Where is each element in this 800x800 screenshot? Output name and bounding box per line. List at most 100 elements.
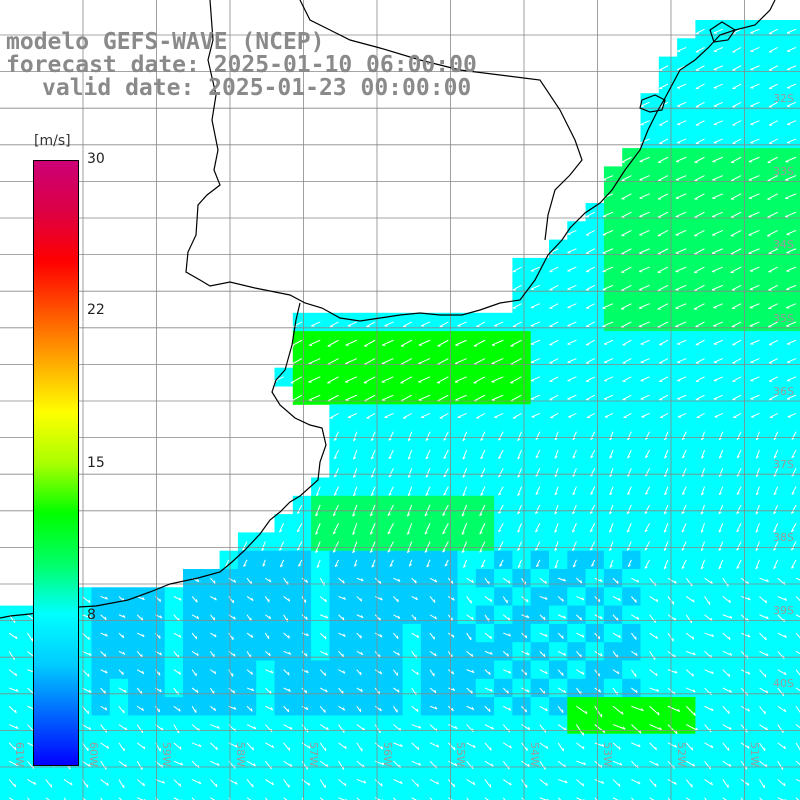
wind-arrow <box>612 797 621 800</box>
wind-arrow <box>736 431 742 441</box>
wind-cell <box>603 166 623 186</box>
wind-arrow <box>82 650 92 656</box>
wind-arrow <box>667 632 674 642</box>
wind-cell <box>292 349 312 369</box>
wind-cell <box>457 331 477 350</box>
wind-cell <box>786 129 800 149</box>
wind-arrow <box>420 412 431 419</box>
wind-arrow <box>246 669 253 675</box>
wind-cell <box>677 312 696 332</box>
wind-arrow <box>246 797 252 800</box>
wind-cell <box>420 312 440 332</box>
wind-cell <box>786 715 800 735</box>
wind-arrow <box>315 486 321 497</box>
wind-arrow <box>535 431 541 441</box>
wind-cell <box>585 331 605 350</box>
wind-arrow <box>585 358 595 364</box>
wind-arrow <box>704 742 714 749</box>
wind-arrow <box>374 705 382 712</box>
wind-arrow <box>786 65 797 71</box>
wind-arrow <box>443 486 449 496</box>
wind-arrow <box>457 321 467 327</box>
wind-arrow <box>228 596 235 604</box>
wind-arrow <box>338 651 344 658</box>
wind-arrow <box>381 358 394 365</box>
wind-arrow <box>576 669 585 675</box>
wind-arrow <box>602 175 614 181</box>
wind-arrow <box>100 724 107 733</box>
wind-arrow <box>621 156 632 163</box>
wind-arrow <box>466 779 476 786</box>
wind-arrow <box>535 486 541 495</box>
wind-arrow <box>768 83 778 90</box>
wind-arrow <box>644 541 651 551</box>
wind-cell <box>530 276 550 295</box>
wind-cell <box>603 367 623 387</box>
wind-arrow <box>466 614 474 621</box>
wind-arrow <box>602 303 614 309</box>
wind-arrow <box>319 779 326 789</box>
wind-arrow <box>466 632 472 641</box>
wind-cell <box>695 56 715 76</box>
wind-arrow <box>786 28 797 34</box>
wind-arrow <box>795 614 800 618</box>
wind-arrow <box>210 687 215 695</box>
wind-arrow <box>494 412 504 419</box>
wind-cell <box>512 257 532 277</box>
wind-arrow <box>447 779 456 788</box>
wind-cell <box>750 386 770 405</box>
wind-cell <box>18 788 38 800</box>
wind-arrow <box>777 705 787 713</box>
wind-cell <box>677 221 696 241</box>
wind-arrow <box>265 669 274 674</box>
wind-cell <box>750 129 770 149</box>
wind-arrow <box>572 431 577 441</box>
wind-arrow <box>100 797 103 800</box>
wind-cell <box>494 331 513 350</box>
wind-cell <box>567 349 587 369</box>
longitude-label: 52W <box>674 742 688 767</box>
wind-cell <box>457 404 477 424</box>
wind-arrow <box>338 779 347 787</box>
wind-cell <box>384 788 404 800</box>
wind-arrow <box>759 614 769 620</box>
wind-arrow <box>82 614 92 619</box>
wind-cell <box>603 788 623 800</box>
wind-arrow <box>609 431 614 441</box>
wind-arrow <box>344 376 358 383</box>
wind-cell <box>786 276 800 295</box>
wind-arrow <box>713 83 724 89</box>
wind-arrow <box>627 559 632 567</box>
wind-cell <box>732 56 751 76</box>
wind-cell <box>585 257 605 277</box>
wind-arrow <box>711 229 724 236</box>
wind-cell <box>549 257 568 277</box>
wind-arrow <box>554 486 559 496</box>
wind-arrow <box>622 339 632 346</box>
wind-arrow <box>539 632 548 638</box>
wind-arrow <box>603 358 614 364</box>
wind-arrow <box>785 175 797 181</box>
wind-cell <box>768 404 788 424</box>
wind-arrow <box>264 632 270 640</box>
wind-arrow <box>352 486 358 497</box>
wind-arrow <box>585 230 595 236</box>
wind-cell <box>311 331 330 350</box>
wind-arrow <box>749 266 760 272</box>
wind-arrow <box>759 779 765 789</box>
wind-cell <box>402 349 422 369</box>
wind-cell <box>658 129 678 149</box>
wind-cell <box>677 386 696 405</box>
wind-arrow <box>795 742 800 751</box>
wind-arrow <box>301 705 309 711</box>
wind-arrow <box>791 449 797 459</box>
wind-cell <box>750 276 770 295</box>
wind-arrow <box>8 797 17 800</box>
wind-cell <box>622 239 641 259</box>
wind-arrow <box>663 559 669 570</box>
wind-arrow <box>713 321 724 327</box>
wind-arrow <box>497 523 504 533</box>
wind-arrow <box>663 541 669 551</box>
wind-cell <box>677 184 696 204</box>
wind-cell <box>713 276 733 295</box>
